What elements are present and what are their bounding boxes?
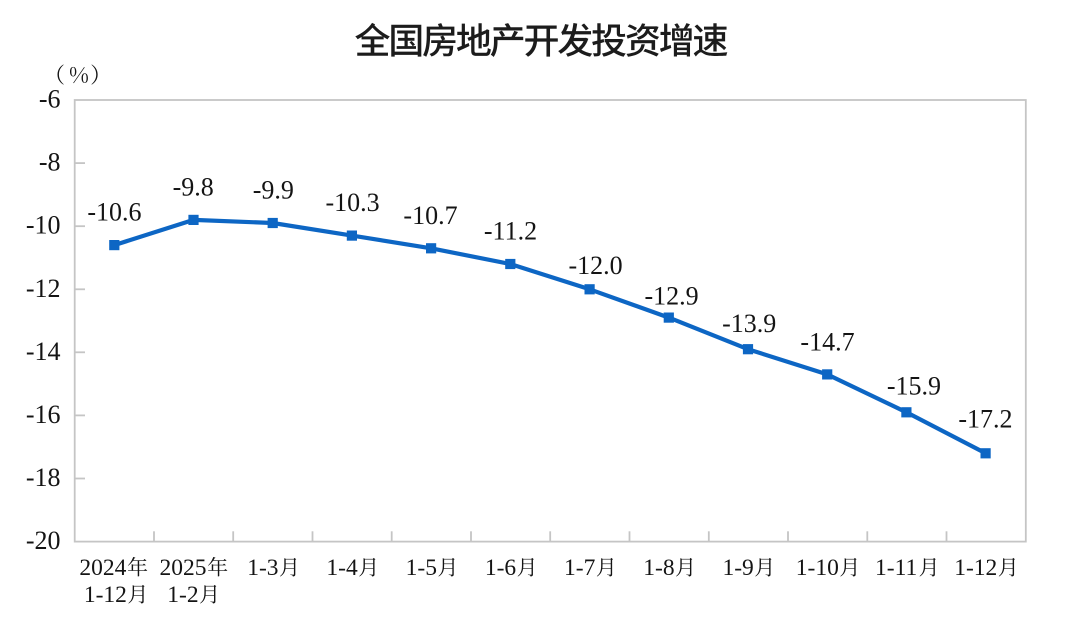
svg-text:-18: -18 [26, 463, 61, 492]
svg-text:-10.3: -10.3 [326, 188, 380, 217]
svg-text:-14.7: -14.7 [800, 327, 854, 356]
svg-text:1-7: 1-7 [564, 555, 596, 581]
svg-text:-9.8: -9.8 [173, 172, 214, 201]
svg-text:1-10: 1-10 [796, 555, 839, 581]
svg-text:1-3: 1-3 [247, 555, 278, 581]
svg-text:-12.9: -12.9 [645, 281, 699, 310]
svg-text:1-8: 1-8 [643, 555, 674, 581]
svg-text:-6: -6 [39, 85, 61, 114]
svg-text:-8: -8 [39, 148, 61, 177]
svg-text:1-9: 1-9 [722, 555, 753, 581]
svg-text:-17.2: -17.2 [958, 404, 1012, 433]
svg-text:-16: -16 [26, 400, 61, 429]
svg-text:1-12: 1-12 [84, 582, 127, 608]
svg-text:1-11: 1-11 [875, 555, 917, 581]
svg-text:-10.6: -10.6 [87, 197, 141, 226]
svg-text:-11.2: -11.2 [484, 216, 537, 245]
svg-text:-12: -12 [26, 274, 61, 303]
svg-text:-13.9: -13.9 [722, 309, 776, 338]
svg-text:-10: -10 [26, 211, 61, 240]
svg-text:-14: -14 [26, 337, 61, 366]
svg-text:-20: -20 [26, 526, 61, 555]
svg-text:-10.7: -10.7 [403, 201, 457, 230]
svg-text:-15.9: -15.9 [887, 372, 941, 401]
svg-text:1-12: 1-12 [954, 555, 997, 581]
svg-text:-9.9: -9.9 [253, 176, 294, 205]
svg-text:2025: 2025 [159, 555, 206, 581]
svg-text:1-5: 1-5 [406, 555, 437, 581]
svg-text:2024: 2024 [79, 555, 126, 581]
svg-text:-12.0: -12.0 [569, 251, 623, 280]
svg-text:1-6: 1-6 [485, 555, 517, 581]
svg-text:1-4: 1-4 [326, 555, 358, 581]
svg-text:1-2: 1-2 [167, 582, 198, 608]
